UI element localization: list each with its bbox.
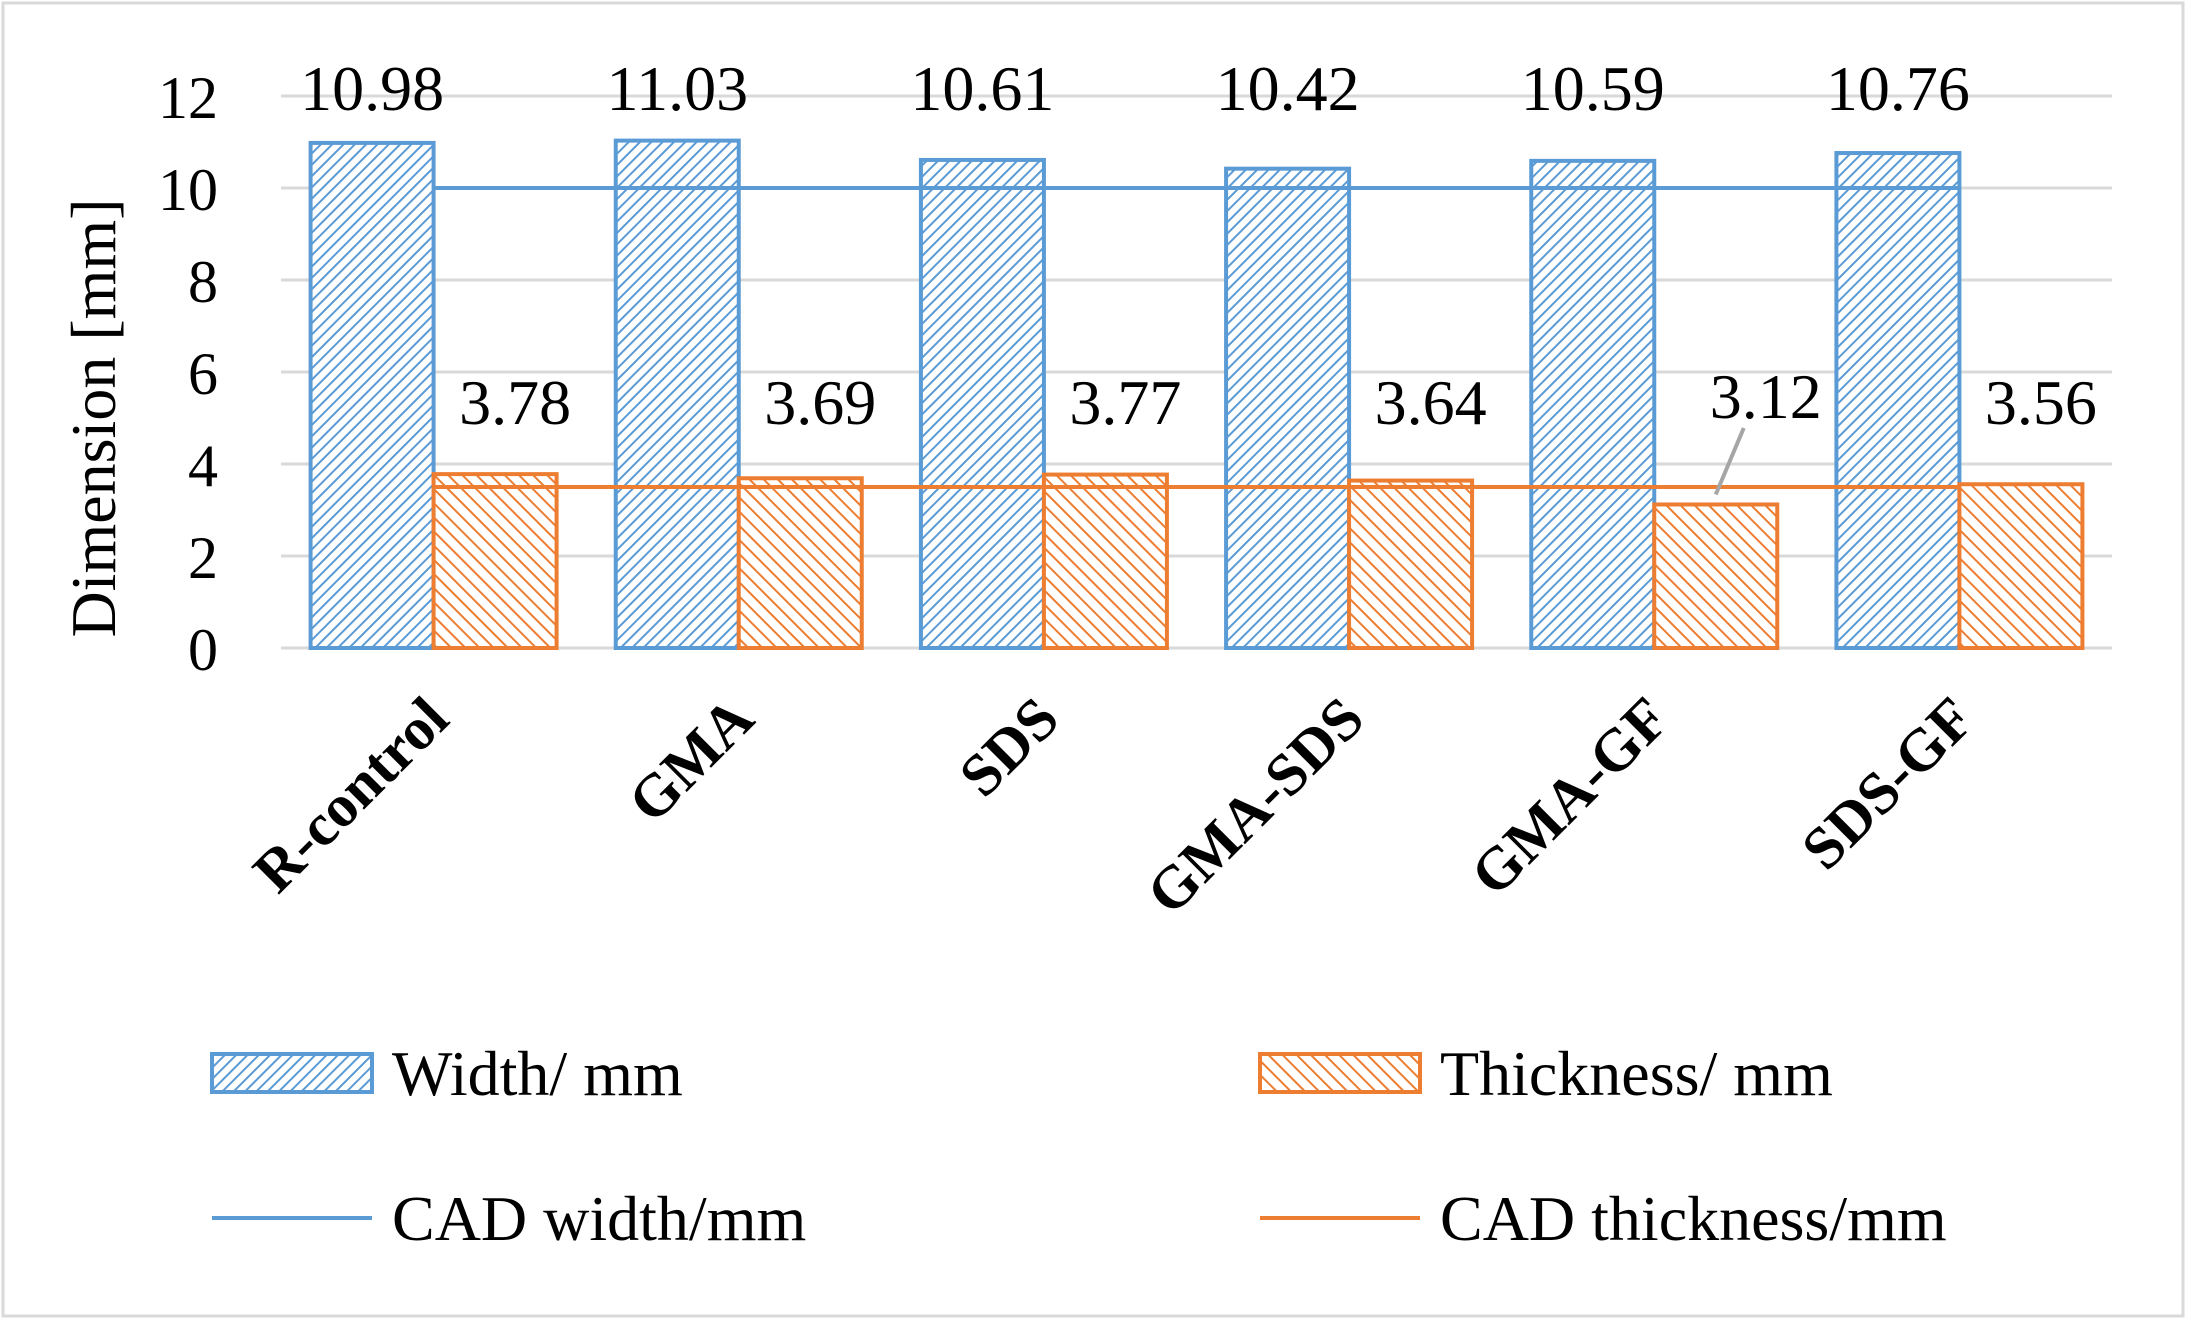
- thickness-data-label: 3.77: [1069, 367, 1181, 438]
- reference-lines: [433, 186, 1960, 489]
- width-bar: [1224, 166, 1352, 650]
- width-bar: [308, 140, 436, 650]
- thickness-bar: [1041, 472, 1169, 650]
- width-data-label: 10.59: [1521, 53, 1665, 124]
- y-axis-title: Dimension [mm]: [58, 198, 129, 637]
- y-tick-label: 4: [188, 433, 218, 499]
- y-tick-label: 0: [188, 617, 218, 683]
- bars: [308, 138, 2085, 651]
- width-bar: [918, 157, 1046, 650]
- width-bar: [613, 138, 741, 650]
- width-data-label: 10.98: [300, 53, 444, 124]
- y-tick-label: 10: [158, 157, 218, 223]
- width-data-label: 10.61: [910, 53, 1054, 124]
- legend-label: CAD thickness/mm: [1440, 1183, 1947, 1254]
- thickness-data-label: 3.78: [459, 367, 571, 438]
- thickness-data-label: 3.12: [1710, 361, 1822, 432]
- legend: Width/ mm Thickness/ mm CAD width/mm CAD th…: [210, 1038, 1947, 1254]
- y-axis-ticks: 0 2 4 6 8 10 12: [158, 65, 218, 683]
- legend-swatch-bar: [1258, 1052, 1422, 1094]
- thickness-data-label: 3.64: [1375, 367, 1487, 438]
- y-tick-label: 2: [188, 525, 218, 591]
- width-data-label: 10.42: [1216, 53, 1360, 124]
- legend-label: CAD width/mm: [392, 1183, 806, 1254]
- data-label-leader-line: [1713, 427, 1746, 496]
- thickness-bar: [431, 472, 559, 650]
- width-bar: [1834, 151, 1962, 650]
- y-tick-label: 6: [188, 341, 218, 407]
- legend-label: Width/ mm: [392, 1038, 683, 1109]
- y-tick-label: 12: [158, 65, 218, 131]
- width-bar: [1529, 158, 1657, 651]
- width-data-label: 11.03: [606, 53, 748, 124]
- data-labels: 10.98 11.03 10.61 10.42 10.59 10.76 3.78 3.69 3.…: [300, 53, 2097, 496]
- thickness-bar: [1347, 478, 1475, 650]
- legend-swatch-bar: [210, 1052, 374, 1094]
- thickness-bar: [1957, 482, 2085, 650]
- thickness-bar: [736, 476, 864, 651]
- y-tick-label: 8: [188, 249, 218, 315]
- legend-label: Thickness/ mm: [1440, 1038, 1833, 1109]
- thickness-data-label: 3.69: [764, 367, 876, 438]
- width-data-label: 10.76: [1826, 53, 1970, 124]
- thickness-data-label: 3.56: [1985, 367, 2097, 438]
- thickness-bar: [1652, 502, 1780, 651]
